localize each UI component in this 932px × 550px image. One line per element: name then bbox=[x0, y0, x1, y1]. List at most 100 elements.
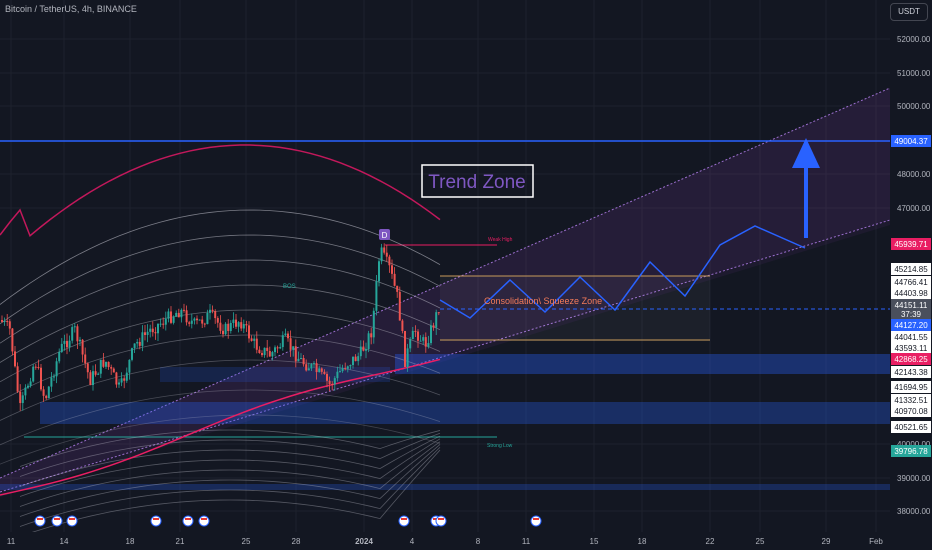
price-tag-text: 41694.95 bbox=[894, 383, 928, 392]
price-tag-text: 37:39 bbox=[901, 310, 922, 319]
candle-body bbox=[45, 395, 48, 399]
currency-button[interactable]: USDT bbox=[890, 3, 928, 21]
candle-body bbox=[201, 319, 204, 324]
event-flag-icon[interactable] bbox=[66, 515, 78, 527]
event-flag-icon[interactable] bbox=[198, 515, 210, 527]
candle-body bbox=[138, 341, 141, 346]
candle-body bbox=[406, 348, 409, 367]
candle-body bbox=[396, 285, 399, 292]
candle-body bbox=[250, 338, 253, 341]
candle-body bbox=[175, 312, 178, 317]
candle-body bbox=[289, 338, 292, 350]
candle-body bbox=[302, 358, 305, 365]
candle-body bbox=[279, 347, 282, 349]
candle-body bbox=[349, 364, 352, 367]
candle-body bbox=[294, 346, 297, 362]
event-flag-icon[interactable] bbox=[435, 515, 447, 527]
band-line bbox=[0, 284, 441, 363]
candle-body bbox=[427, 343, 430, 347]
candle-body bbox=[196, 318, 198, 321]
price-tag bbox=[891, 381, 931, 393]
candle-body bbox=[393, 273, 396, 286]
band-line bbox=[0, 144, 441, 237]
price-tag-text: 44403.98 bbox=[894, 289, 928, 298]
marker-d-box bbox=[379, 229, 390, 240]
price-tick: 50000.00 bbox=[897, 102, 931, 111]
event-flag-icon[interactable] bbox=[530, 515, 542, 527]
trend-channel-lower bbox=[0, 220, 890, 497]
bos-label: BOS bbox=[283, 284, 296, 290]
candle-body bbox=[362, 346, 365, 351]
band-line bbox=[0, 209, 441, 305]
candle-body bbox=[128, 359, 131, 373]
candle-body bbox=[60, 343, 63, 352]
candle-body bbox=[253, 338, 256, 341]
price-tag bbox=[891, 445, 931, 457]
candle-body bbox=[266, 347, 269, 351]
candle-body bbox=[333, 378, 336, 385]
candle-body bbox=[263, 347, 266, 356]
time-tick: 8 bbox=[476, 537, 481, 546]
candle-body bbox=[411, 330, 414, 340]
candle-body bbox=[159, 323, 162, 325]
candle-body bbox=[328, 380, 331, 385]
time-tick: 18 bbox=[638, 537, 647, 546]
price-tag bbox=[891, 308, 931, 320]
candle-body bbox=[125, 372, 128, 381]
candle-body bbox=[136, 341, 139, 344]
time-tick: 25 bbox=[242, 537, 251, 546]
event-flag-icon[interactable] bbox=[34, 515, 46, 527]
event-flag-icon[interactable] bbox=[182, 515, 194, 527]
event-flag-stripe bbox=[37, 518, 43, 520]
candle-body bbox=[86, 363, 89, 373]
event-flag-stripe bbox=[54, 518, 60, 520]
time-tick: 28 bbox=[292, 537, 301, 546]
time-tick: 29 bbox=[822, 537, 831, 546]
candle-body bbox=[274, 347, 276, 353]
band-line bbox=[19, 444, 441, 517]
candle-body bbox=[235, 319, 237, 327]
trend-zone-label: Trend Zone bbox=[428, 172, 526, 193]
time-axis[interactable] bbox=[0, 532, 932, 550]
band-line bbox=[19, 432, 441, 477]
event-flag-stripe bbox=[533, 518, 539, 520]
candle-body bbox=[331, 384, 334, 386]
band-line bbox=[0, 359, 441, 421]
candle-body bbox=[29, 381, 32, 386]
candle-body bbox=[305, 364, 308, 371]
marker-d-label: D bbox=[382, 231, 388, 240]
time-tick: 2024 bbox=[355, 537, 373, 546]
candle-body bbox=[89, 372, 92, 386]
price-tag-text: 42143.38 bbox=[894, 368, 928, 377]
candle-body bbox=[255, 338, 258, 350]
price-tick: 40000.00 bbox=[897, 440, 931, 449]
band-line bbox=[19, 449, 441, 537]
candle-body bbox=[167, 311, 170, 319]
candle-body bbox=[76, 326, 79, 342]
event-flag-icon[interactable] bbox=[398, 515, 410, 527]
price-tag-text: 44127.20 bbox=[894, 321, 928, 330]
channel-lower-line bbox=[0, 219, 891, 493]
candles bbox=[1, 243, 440, 411]
candle-body bbox=[219, 322, 222, 331]
candle-body bbox=[401, 320, 404, 331]
candle-body bbox=[307, 368, 310, 371]
price-tag bbox=[891, 353, 931, 365]
price-axis-ticks: 52000.00 51000.00 50000.00 48000.00 47000.00… bbox=[897, 35, 931, 516]
candle-body bbox=[229, 322, 232, 332]
candle-body bbox=[193, 318, 196, 321]
event-flag-stripe bbox=[69, 518, 75, 520]
event-flag-icon[interactable] bbox=[150, 515, 162, 527]
price-tag bbox=[891, 366, 931, 378]
candle-body bbox=[320, 368, 323, 372]
time-tick: 18 bbox=[126, 537, 135, 546]
candle-body bbox=[375, 281, 378, 311]
price-tag-text: 49004.37 bbox=[894, 137, 928, 146]
price-tick: 48000.00 bbox=[897, 170, 931, 179]
candle-body bbox=[170, 311, 172, 323]
price-tag-text: 39796.78 bbox=[894, 447, 928, 456]
candle-body bbox=[84, 354, 87, 364]
event-flag-icon[interactable] bbox=[51, 515, 63, 527]
price-tag bbox=[891, 238, 931, 250]
